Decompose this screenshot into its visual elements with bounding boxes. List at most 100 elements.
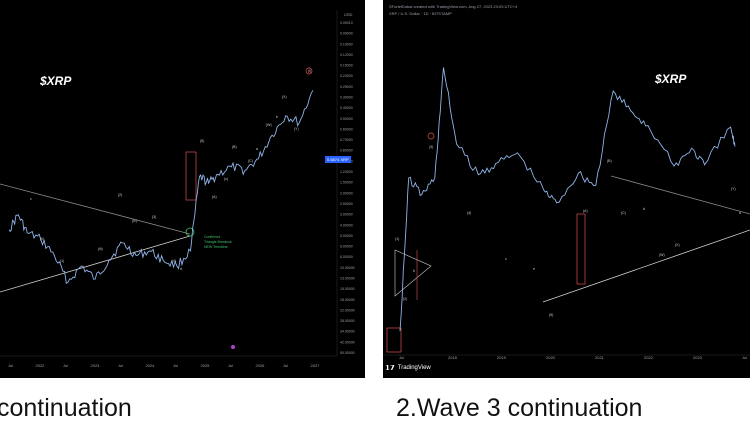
tradingview-logo-text: TradingView [397,365,431,371]
breakout-annotation: Confirmed [204,235,220,239]
y-tick-label: 0.00010 [340,21,353,25]
lower-trendline [542,229,750,303]
wave-label: (i) [308,69,311,73]
left-wedge [394,249,432,297]
wave-label: (A) [583,209,588,213]
y-tick-label: 2.50000 [340,202,353,206]
y-tick-label: 34.00000 [340,330,355,334]
wave-label: e [533,267,535,271]
wave-label: a [256,147,258,151]
x-tick-label: 2023 [693,355,703,360]
price-axis-header: USD [344,12,353,17]
wave-label: (X) [282,95,287,99]
wave-label: (1) [395,237,399,241]
x-tick-label: 2023 [91,363,101,368]
y-tick-label: 0.15000 [340,64,353,68]
wave-label: b [276,115,278,119]
wave-label: (ii) [40,237,44,241]
x-tick-label: Jul [173,363,178,368]
y-tick-label: 3.00000 [340,213,353,217]
y-tick-label: 8.00000 [340,255,353,259]
y-tick-label: 5.00000 [340,234,353,238]
y-tick-label: 4.00000 [340,223,353,227]
wave-label: d [180,267,182,271]
y-tick-label: 22.00000 [340,308,355,312]
y-tick-label: 1.50000 [340,181,353,185]
wave-label: (W) [659,253,665,257]
x-tick-label: Jul [228,363,233,368]
y-tick-label: 6.00000 [340,245,353,249]
x-tick-label: Jul [742,355,747,360]
tradingview-logo: 𝟭𝟳 TradingView [385,364,431,372]
y-tick-label: 1.20000 [340,170,353,174]
y-tick-label: 2.00000 [340,191,353,195]
y-tick-label: 0.25000 [340,85,353,89]
breakout-annotation: Triangle Breakout [204,240,232,244]
y-tick-label: 0.50000 [340,117,353,121]
chart-symbol-line: XRP / U.S. Dollar · 1D · BITSTAMP [389,11,452,16]
wave-label: (B) [607,159,612,163]
y-tick-label: 18.00000 [340,298,355,302]
wave-label: (2) [403,297,407,301]
x-tick-label: 2027 [311,363,321,368]
wave-label: (C) [248,159,253,163]
y-tick-label: 0.30000 [340,96,353,100]
left-caption: continuation [0,394,132,422]
wave-label: (2) [118,193,122,197]
x-tick-label: 2022 [644,355,654,360]
wave-measure-box [185,151,197,201]
left-chart-canvas: USD 0.00010 0.09000 0.10000 0.12000 0.15000 0.… [0,10,355,368]
y-tick-label: 0.20000 [340,74,353,78]
wave-label: (W) [266,123,272,127]
measure-box-1 [386,327,402,353]
breakout-circle [185,227,195,237]
x-tick-label: 2024 [146,363,156,368]
wave-label: c [505,257,507,261]
y-tick-label: 0.60000 [340,127,353,131]
wave-label: (iv) [132,219,137,223]
y-tick-label: 42.00000 [340,340,355,344]
breakout-annotation: NEW Trendline [204,245,228,249]
x-tick-label: Jul [118,363,123,368]
y-tick-label: 13.00000 [340,276,355,280]
upper-trendline [610,175,750,215]
x-tick-label: 2019 [497,355,507,360]
right-caption: 2.Wave 3 continuation [396,394,643,422]
x-tick-label: 2025 [201,363,211,368]
wave-label: (X) [675,243,680,247]
x-tick-label: Jul [63,363,68,368]
wave-label: (3) [429,145,433,149]
wave-label: a [739,211,741,215]
left-ticker-label: $XRP [40,74,72,88]
target-circle [305,67,313,75]
x-tick-label: 2018 [448,355,458,360]
measure-box-2 [576,213,586,285]
xrp-price-line-left [8,90,314,285]
y-tick-label: 0.40000 [340,106,353,110]
wave-label: (iii) [98,247,103,251]
wave-label: (v) [224,177,228,181]
x-tick-label: 2022 [36,363,46,368]
lower-trendline [0,235,191,293]
y-tick-label: 28.00000 [340,319,355,323]
x-tick-label: Jul [8,363,13,368]
current-price-tag: 0.6874 XRP [325,156,351,163]
y-tick-label: 0.80000 [340,149,353,153]
wave-label: (Y) [731,187,736,191]
x-tick-label: 2020 [546,355,556,360]
tradingview-logo-icon: 𝟭𝟳 [385,365,395,372]
upper-trendline [0,183,191,235]
left-chart-panel: USD 0.00010 0.09000 0.10000 0.12000 0.15000 0.… [0,0,365,378]
y-tick-label: 15.00000 [340,287,355,291]
x-tick-label: Jul [283,363,288,368]
wave-label: (5) [200,139,204,143]
x-tick-label: 2021 [595,355,605,360]
wave-label: (5) [549,313,553,317]
x-tick-label: 2026 [256,363,266,368]
purple-marker [231,345,235,349]
y-tick-label: 0.10000 [340,42,353,46]
y-tick-label: 0.70000 [340,138,353,142]
right-chart-canvas: Jul 2018 2019 2020 2021 2022 2023 Jul (1) (2) (3) (… [383,67,750,360]
y-tick-label: 0.12000 [340,53,353,57]
wave-label: (1) [60,259,64,263]
